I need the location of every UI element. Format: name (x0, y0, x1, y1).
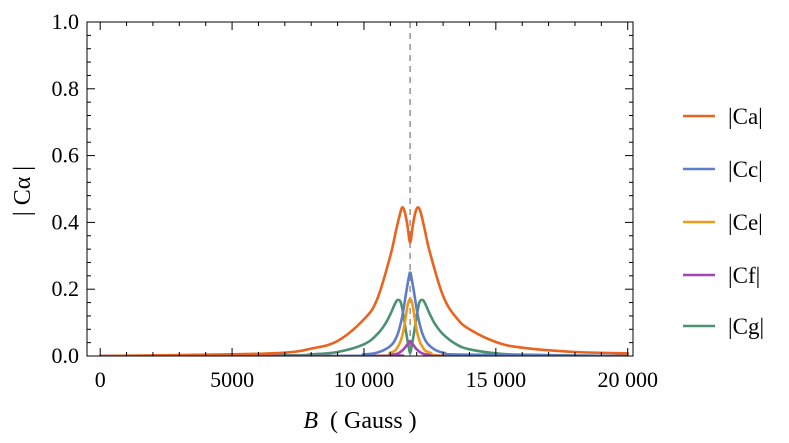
series-layer (98, 205, 630, 356)
legend: |Ca| |Cc| |Ce| |Cf| |Cg| (683, 104, 764, 339)
y-tick-label: 0.8 (52, 76, 80, 101)
x-tick-label: 15 000 (466, 367, 527, 392)
legend-label: |Cc| (728, 157, 763, 182)
y-tick-label: 0.2 (52, 276, 80, 301)
series-line-cf (98, 339, 630, 356)
x-tick-label: 10 000 (334, 367, 395, 392)
legend-label: |Cf| (728, 263, 760, 288)
legend-item: |Cg| (683, 314, 764, 339)
y-axis-label: | Cα | (10, 166, 36, 216)
y-tick-label: 0.4 (52, 209, 80, 234)
x-axis-label: B ( Gauss ) (303, 408, 416, 434)
x-axis-variable: B (303, 408, 318, 434)
legend-label: |Ce| (728, 210, 763, 235)
plot-border (86, 21, 634, 357)
series-line-ce (98, 297, 630, 356)
legend-label: |Ca| (728, 104, 763, 129)
axis-ticks (87, 21, 633, 357)
y-tick-label: 1.0 (52, 9, 80, 34)
legend-item: |Ce| (683, 210, 763, 235)
x-tick-label: 0 (95, 367, 106, 392)
legend-item: |Ca| (683, 104, 763, 129)
legend-label: |Cg| (728, 314, 764, 339)
x-tick-label: 20 000 (597, 367, 658, 392)
y-tick-label: 0.6 (52, 143, 80, 168)
plot-frame (86, 21, 634, 357)
y-tick-label: 0.0 (52, 343, 80, 368)
legend-item: |Cc| (683, 157, 763, 182)
tick-labels: 0 5000 10 000 15 000 20 000 0.0 0.2 0.4 0.6 0.8 1.… (52, 9, 658, 392)
x-tick-label: 5000 (210, 367, 254, 392)
series-line-ca (98, 205, 630, 356)
series-line-cc (98, 271, 630, 356)
x-axis-unit: ( Gauss ) (330, 408, 417, 434)
legend-item: |Cf| (683, 263, 760, 288)
series-line-cg (98, 298, 630, 356)
